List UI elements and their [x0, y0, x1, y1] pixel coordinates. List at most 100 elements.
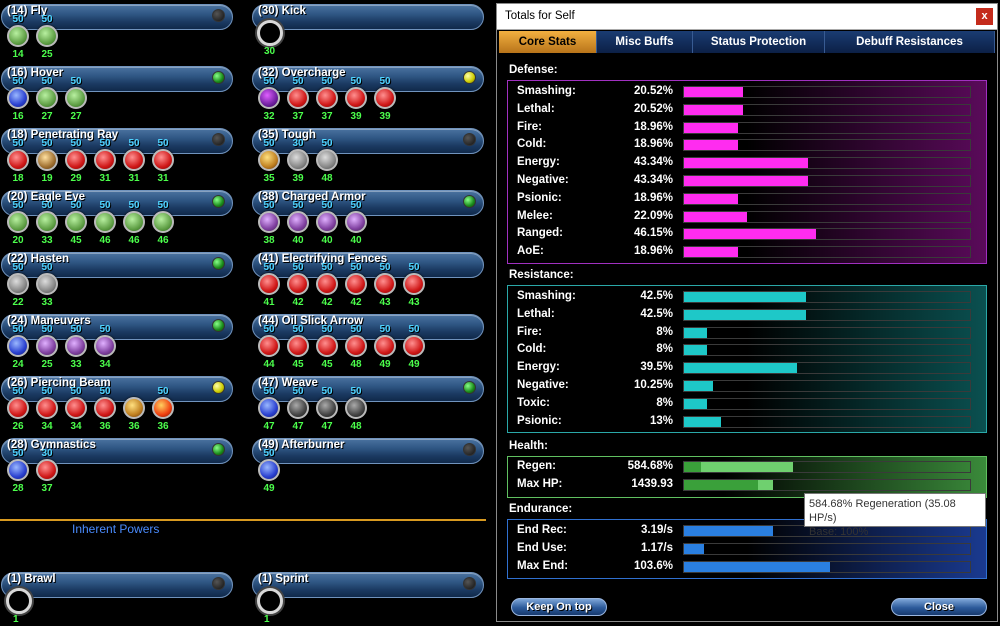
enhancement-icon[interactable]	[316, 149, 338, 171]
enhancement-slot[interactable]: 50 45	[315, 324, 339, 370]
enhancement-icon[interactable]	[258, 149, 280, 171]
power-entry[interactable]: (1) Sprint 1	[252, 568, 484, 626]
enhancement-slot[interactable]: 50 24	[6, 324, 30, 370]
power-bar[interactable]	[252, 376, 484, 402]
enhancement-icon[interactable]	[7, 273, 29, 295]
enhancement-slot[interactable]: 50 20	[6, 200, 30, 246]
enhancement-icon[interactable]	[65, 149, 87, 171]
enhancement-slot[interactable]: 50 49	[402, 324, 426, 370]
enhancement-slot[interactable]: 50 25	[35, 324, 59, 370]
power-bar[interactable]	[252, 66, 484, 92]
power-toggle-indicator[interactable]	[463, 71, 476, 84]
empty-slot-icon[interactable]	[6, 588, 32, 614]
power-toggle-indicator[interactable]	[463, 381, 476, 394]
enhancement-icon[interactable]	[7, 397, 29, 419]
enhancement-icon[interactable]	[345, 397, 367, 419]
enhancement-icon[interactable]	[123, 149, 145, 171]
enhancement-slot[interactable]: 50 31	[93, 138, 117, 184]
power-toggle-indicator[interactable]	[212, 133, 225, 146]
enhancement-slot[interactable]: 50 40	[315, 200, 339, 246]
enhancement-icon[interactable]	[7, 149, 29, 171]
enhancement-slot[interactable]: 50 48	[315, 138, 339, 184]
power-toggle-indicator[interactable]	[212, 443, 225, 456]
enhancement-slot[interactable]: 50 48	[344, 386, 368, 432]
enhancement-slot[interactable]: 50 28	[6, 448, 30, 494]
enhancement-slot[interactable]: 50 42	[315, 262, 339, 308]
enhancement-icon[interactable]	[94, 149, 116, 171]
enhancement-slot[interactable]: 50 45	[286, 324, 310, 370]
power-bar[interactable]	[1, 376, 233, 402]
power-bar[interactable]	[252, 4, 484, 30]
power-toggle-indicator[interactable]	[212, 319, 225, 332]
keep-on-top-button[interactable]: Keep On top	[511, 598, 607, 616]
power-bar[interactable]	[1, 4, 233, 30]
power-bar[interactable]	[252, 572, 484, 598]
enhancement-slot[interactable]: 50 34	[35, 386, 59, 432]
enhancement-slot[interactable]: 50 25	[35, 14, 59, 60]
enhancement-slot[interactable]: 50 29	[64, 138, 88, 184]
enhancement-slot[interactable]: 50 26	[6, 386, 30, 432]
enhancement-icon[interactable]	[94, 397, 116, 419]
enhancement-icon[interactable]	[7, 87, 29, 109]
enhancement-slot[interactable]: 50 41	[257, 262, 281, 308]
power-entry[interactable]: (16) Hover 50 16 50 27 50 27	[1, 62, 233, 122]
power-entry[interactable]: (30) Kick 30	[252, 0, 484, 58]
enhancement-icon[interactable]	[65, 87, 87, 109]
enhancement-slot[interactable]: 50 33	[64, 324, 88, 370]
enhancement-icon[interactable]	[7, 25, 29, 47]
enhancement-icon[interactable]	[123, 397, 145, 419]
enhancement-icon[interactable]	[345, 273, 367, 295]
enhancement-icon[interactable]	[152, 149, 174, 171]
enhancement-icon[interactable]	[65, 211, 87, 233]
power-toggle-indicator[interactable]	[463, 577, 476, 590]
enhancement-slot[interactable]: 50 43	[402, 262, 426, 308]
enhancement-slot[interactable]: 30 37	[35, 448, 59, 494]
power-entry[interactable]: (38) Charged Armor 50 38 50 40 50 40 50 40	[252, 186, 484, 246]
enhancement-slot[interactable]: 50 33	[35, 262, 59, 308]
enhancement-slot[interactable]: 50 47	[257, 386, 281, 432]
power-bar[interactable]	[252, 128, 484, 154]
enhancement-slot[interactable]: 50 37	[286, 76, 310, 122]
enhancement-icon[interactable]	[7, 459, 29, 481]
power-entry[interactable]: (49) Afterburner 50 49	[252, 434, 484, 494]
power-toggle-indicator[interactable]	[463, 133, 476, 146]
power-entry[interactable]: (24) Maneuvers 50 24 50 25 50 33 50 34	[1, 310, 233, 370]
power-toggle-indicator[interactable]	[463, 443, 476, 456]
enhancement-icon[interactable]	[123, 211, 145, 233]
enhancement-icon[interactable]	[374, 87, 396, 109]
power-toggle-indicator[interactable]	[212, 9, 225, 22]
power-bar[interactable]	[252, 252, 484, 278]
enhancement-icon[interactable]	[36, 273, 58, 295]
power-bar[interactable]	[1, 314, 233, 340]
enhancement-icon[interactable]	[316, 273, 338, 295]
power-entry[interactable]: (26) Piercing Beam 50 26 50 34 50 34 50 36 36 50 36	[1, 372, 233, 432]
power-entry[interactable]: (14) Fly 50 14 50 25	[1, 0, 233, 60]
enhancement-icon[interactable]	[36, 87, 58, 109]
close-button[interactable]: Close	[891, 598, 987, 616]
enhancement-slot[interactable]: 50 38	[257, 200, 281, 246]
enhancement-icon[interactable]	[65, 335, 87, 357]
enhancement-slot[interactable]: 50 46	[151, 200, 175, 246]
enhancement-icon[interactable]	[36, 25, 58, 47]
enhancement-slot[interactable]: 50 35	[257, 138, 281, 184]
enhancement-slot[interactable]: 50 40	[286, 200, 310, 246]
enhancement-slot[interactable]: 50 27	[35, 76, 59, 122]
enhancement-icon[interactable]	[258, 273, 280, 295]
enhancement-slot[interactable]: 50 46	[93, 200, 117, 246]
enhancement-slot[interactable]: 50 42	[286, 262, 310, 308]
enhancement-icon[interactable]	[36, 335, 58, 357]
enhancement-icon[interactable]	[316, 397, 338, 419]
power-toggle-indicator[interactable]	[212, 381, 225, 394]
power-toggle-indicator[interactable]	[212, 257, 225, 270]
power-entry[interactable]: (18) Penetrating Ray 50 18 50 19 50 29 50 31 50 31…	[1, 124, 233, 184]
enhancement-icon[interactable]	[258, 87, 280, 109]
enhancement-slot[interactable]: 50 16	[6, 76, 30, 122]
enhancement-slot[interactable]: 50 43	[373, 262, 397, 308]
enhancement-slot[interactable]: 50 31	[122, 138, 146, 184]
enhancement-slot[interactable]: 50 37	[315, 76, 339, 122]
power-entry[interactable]: (28) Gymnastics 50 28 30 37	[1, 434, 233, 494]
enhancement-icon[interactable]	[152, 211, 174, 233]
tab-misc-buffs[interactable]: Misc Buffs	[597, 31, 693, 53]
power-bar[interactable]	[252, 190, 484, 216]
enhancement-slot[interactable]: 50 18	[6, 138, 30, 184]
